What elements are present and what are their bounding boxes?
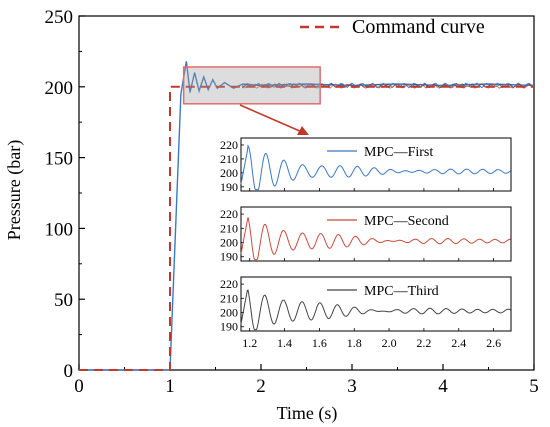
inset-x-tick-label: 1.2 bbox=[242, 336, 257, 350]
inset-y-tick-label: 190 bbox=[220, 320, 238, 334]
inset-y-tick-label: 190 bbox=[220, 250, 238, 264]
main-series bbox=[79, 61, 535, 371]
zoom-layer bbox=[182, 66, 321, 135]
x-axis-label: Time (s) bbox=[277, 403, 338, 424]
zoom-arrow-head bbox=[297, 126, 309, 135]
x-tick-label: 4 bbox=[438, 376, 448, 397]
zoom-box bbox=[182, 66, 321, 105]
inset-legend-label: MPC—Third bbox=[364, 284, 439, 299]
x-tick-label: 3 bbox=[347, 376, 357, 397]
x-tick-label: 0 bbox=[74, 376, 84, 397]
series-third-ripple bbox=[242, 83, 533, 89]
legend: Command curve bbox=[300, 16, 485, 38]
inset-series-line bbox=[240, 144, 511, 191]
inset-y-tick-label: 210 bbox=[220, 221, 238, 235]
inset-x-tick-label: 1.8 bbox=[347, 336, 362, 350]
inset-y-tick-label: 220 bbox=[220, 277, 238, 291]
inset-series-line bbox=[240, 217, 511, 261]
series-response-line bbox=[79, 61, 535, 371]
inset-x-tick-label: 2.4 bbox=[451, 336, 466, 350]
x-tick-label: 1 bbox=[165, 376, 175, 397]
inset-y-tick-label: 200 bbox=[220, 236, 238, 250]
inset-y-tick-label: 210 bbox=[220, 291, 238, 305]
inset-x-tick-label: 1.6 bbox=[312, 336, 327, 350]
x-tick-label: 2 bbox=[256, 376, 266, 397]
y-tick-label: 100 bbox=[45, 219, 74, 240]
x-tick-label: 5 bbox=[529, 376, 539, 397]
y-tick-label: 250 bbox=[45, 7, 74, 28]
y-tick-label: 200 bbox=[45, 78, 74, 99]
inset-x-tick-label: 2.0 bbox=[382, 336, 397, 350]
inset-legend-label: MPC—Second bbox=[364, 214, 449, 229]
y-tick-label: 0 bbox=[64, 361, 74, 382]
zoom-arrow-line bbox=[239, 104, 303, 133]
y-tick-label: 150 bbox=[45, 149, 74, 170]
inset-series-line bbox=[240, 289, 511, 331]
inset-y-tick-label: 200 bbox=[220, 166, 238, 180]
legend-command-label: Command curve bbox=[352, 16, 485, 38]
inset-y-tick-label: 190 bbox=[220, 180, 238, 194]
inset-x-tick-label: 1.4 bbox=[277, 336, 292, 350]
inset-x-tick-label: 2.6 bbox=[486, 336, 501, 350]
inset-y-tick-label: 210 bbox=[220, 152, 238, 166]
inset-y-tick-label: 220 bbox=[220, 138, 238, 152]
y-tick-label: 50 bbox=[54, 290, 73, 311]
inset-y-tick-label: 220 bbox=[220, 207, 238, 221]
inset-legend-label: MPC—First bbox=[364, 145, 433, 160]
y-axis-label: Pressure (bar) bbox=[4, 140, 25, 240]
series-command-line bbox=[79, 85, 534, 371]
inset-y-tick-label: 200 bbox=[220, 306, 238, 320]
inset-x-tick-label: 2.2 bbox=[416, 336, 431, 350]
